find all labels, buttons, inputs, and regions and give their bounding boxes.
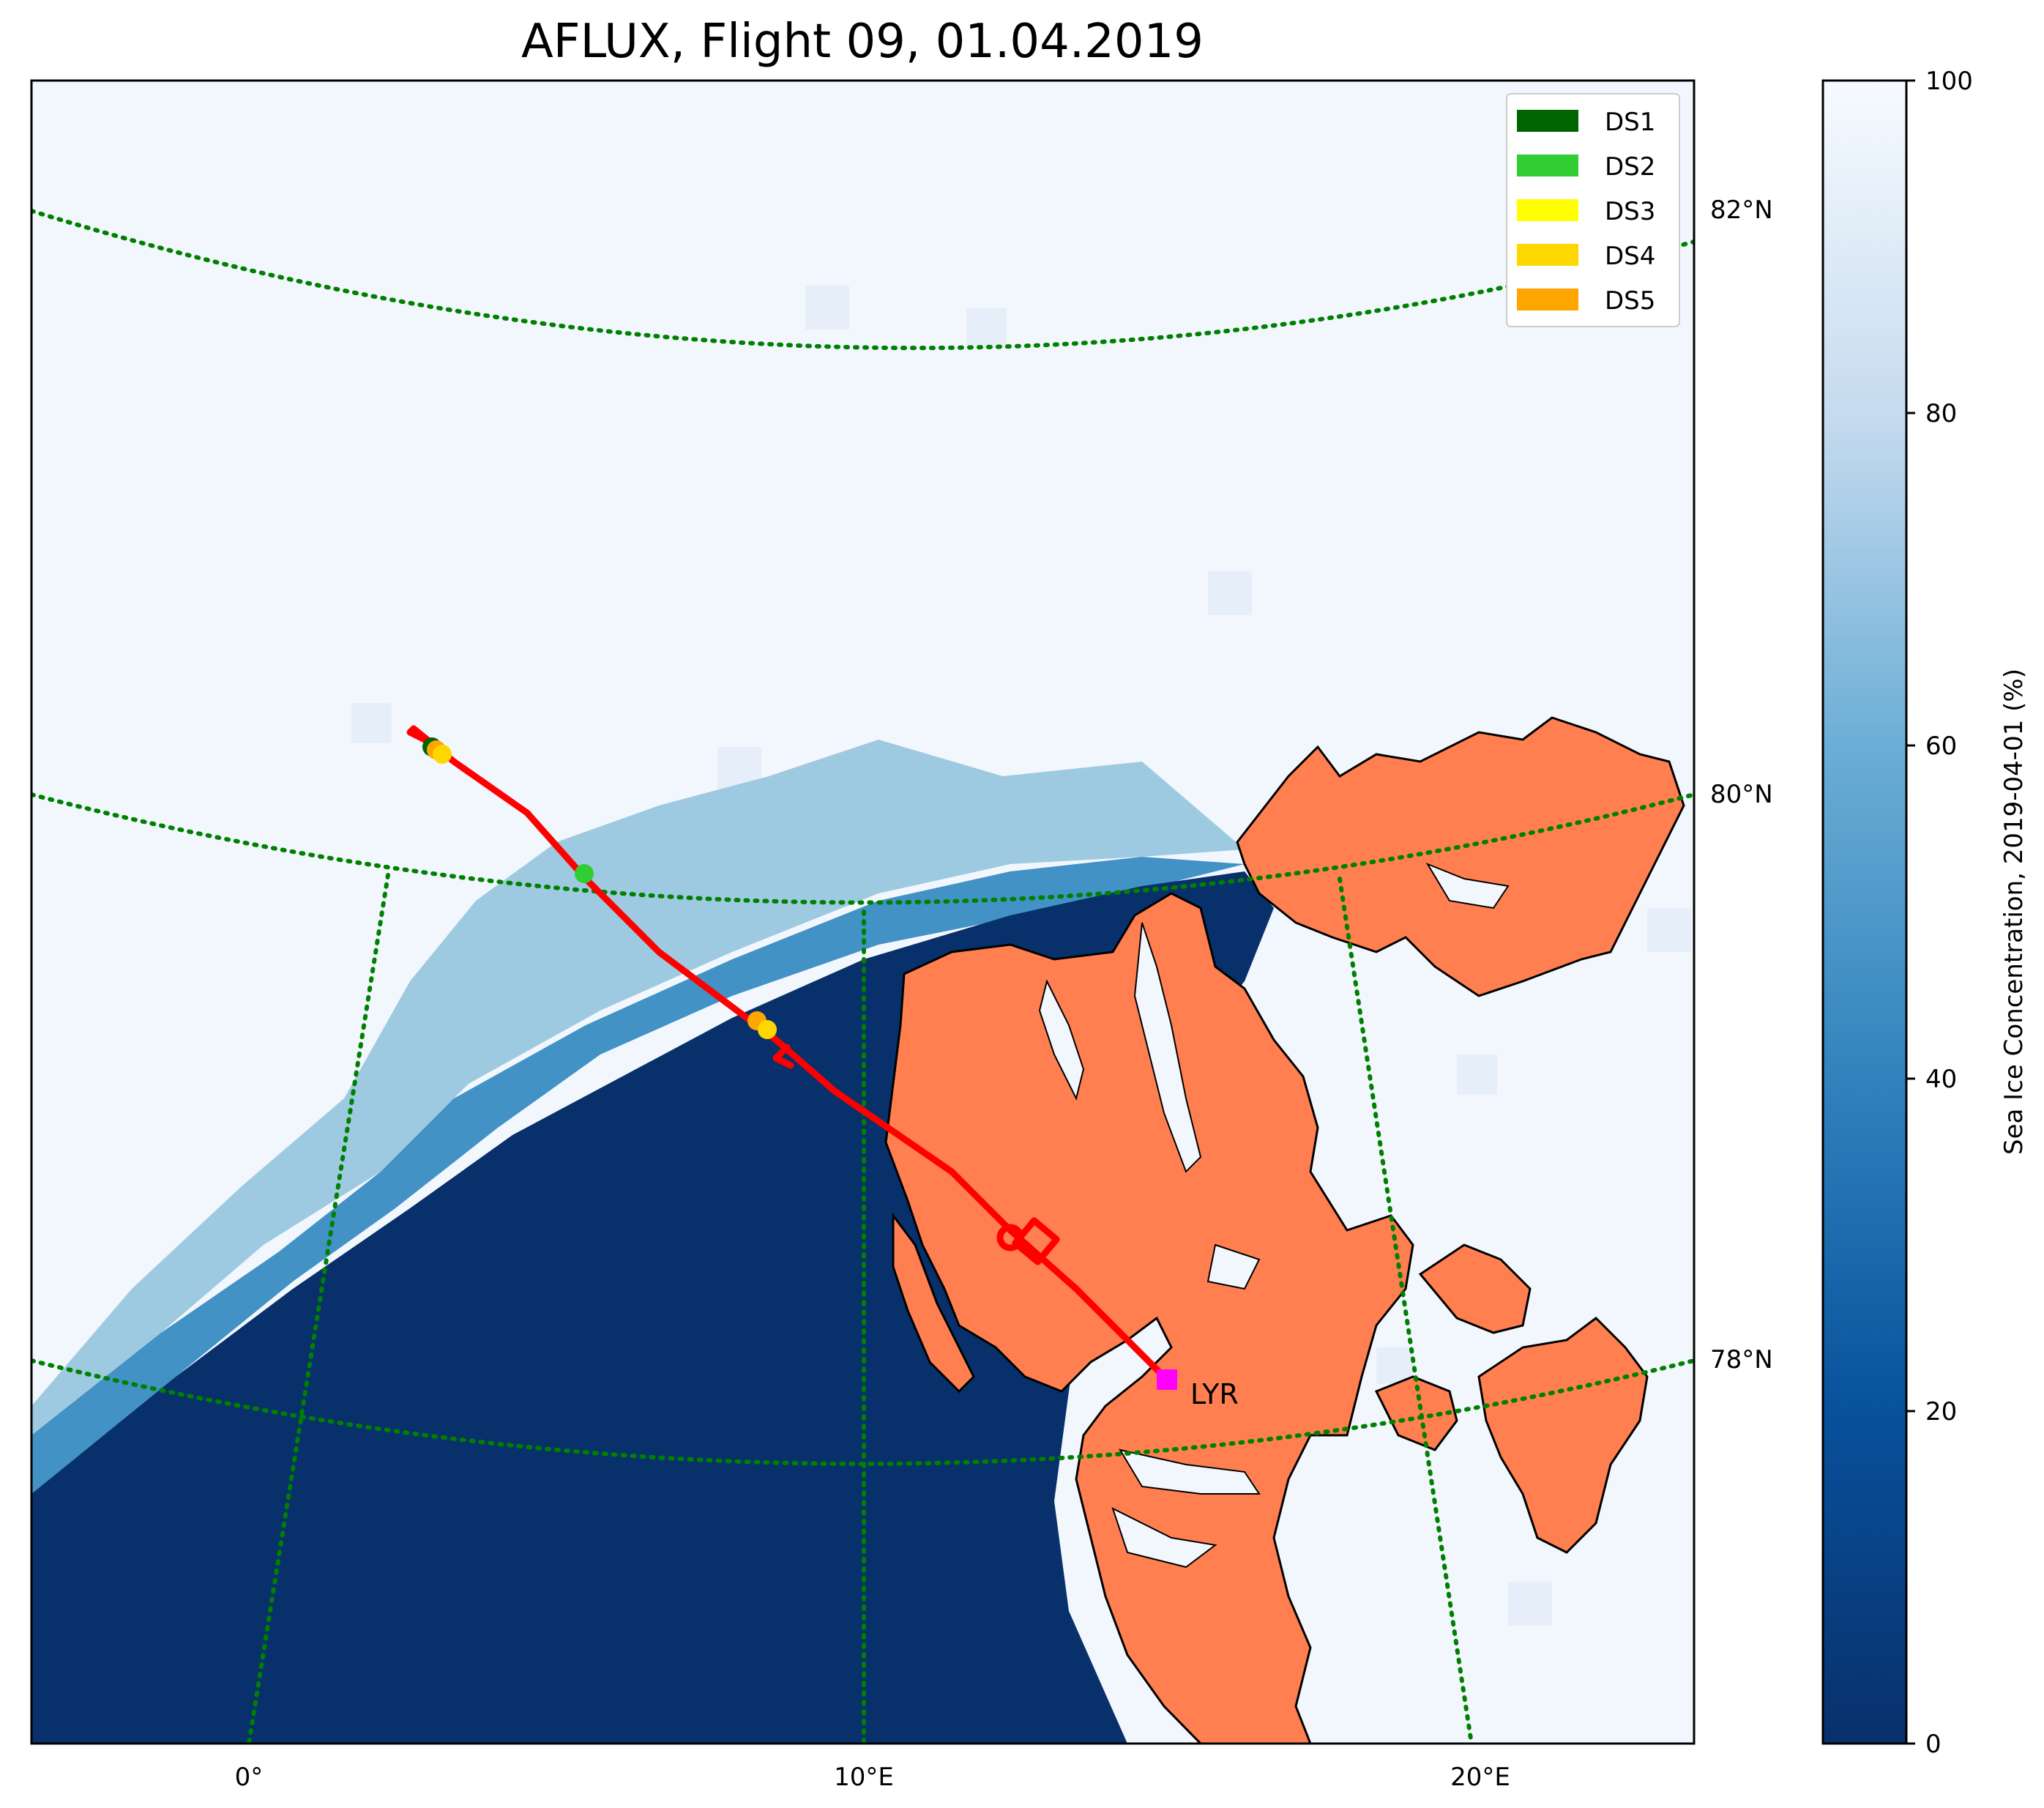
marginal-ice-zone [31, 740, 1245, 1435]
prins-karls-forland [892, 1212, 975, 1394]
legend-label-ds1: DS1 [1605, 108, 1655, 137]
legend-label-ds2: DS2 [1605, 152, 1655, 182]
legend-swatch-ds2 [1517, 155, 1578, 176]
airport-label: LYR [1190, 1378, 1239, 1410]
map-frame [30, 79, 1696, 1745]
colorbar-tick-0: 0 [1925, 1730, 1942, 1759]
meridian-0 [247, 873, 390, 1744]
ds4-marker-2 [758, 1020, 777, 1039]
lat-label-80n: 80°N [1710, 780, 1773, 809]
flight-track [406, 725, 1171, 1384]
flight-loop [1012, 1217, 1060, 1265]
airport-marker [1157, 1369, 1177, 1390]
colorbar: 0 20 40 60 80 100 Sea Ice Concentration,… [1821, 67, 2029, 1759]
dropsonde-markers [422, 737, 777, 1039]
ds4-marker [433, 745, 452, 764]
meridian-20e [1338, 877, 1474, 1744]
lat-label-78n: 78°N [1710, 1345, 1773, 1374]
parallel-82n [31, 209, 1694, 351]
lon-label-10e: 10°E [834, 1763, 894, 1792]
colorbar-tick-100: 100 [1925, 67, 1973, 96]
sea-ice-texture [351, 286, 1691, 1626]
graticule [31, 209, 1694, 1744]
colorbar-tick-60: 60 [1925, 732, 1957, 761]
colorbar-tick-80: 80 [1925, 399, 1957, 428]
colorbar-label: Sea Ice Concentration, 2019-04-01 (%) [1999, 669, 2029, 1155]
legend-label-ds4: DS4 [1605, 242, 1655, 271]
fjords [1038, 862, 1510, 1569]
map-title: AFLUX, Flight 09, 01.04.2019 [521, 15, 1204, 69]
map-panel: LYR [31, 81, 1694, 1744]
colorbar-tick-20: 20 [1925, 1397, 1957, 1426]
lat-label-82n: 82°N [1710, 196, 1773, 225]
lon-label-0: 0° [235, 1763, 264, 1792]
legend: DS1 DS2 DS3 DS4 DS5 [1506, 93, 1680, 327]
lon-label-20e: 20°E [1450, 1763, 1510, 1792]
barentsoya [1374, 1375, 1458, 1451]
legend-box [1506, 93, 1680, 327]
colorbar-gradient [1821, 79, 1908, 1745]
legend-swatch-ds3 [1517, 199, 1578, 221]
kvitoya-region [1418, 1243, 1532, 1334]
legend-label-ds5: DS5 [1605, 286, 1655, 316]
colorbar-ticks [1906, 79, 1915, 1745]
edgeoya [1477, 1317, 1649, 1554]
legend-swatch-ds1 [1517, 110, 1578, 132]
spitsbergen [884, 892, 1414, 1744]
ds2-marker [575, 864, 594, 883]
legend-swatch-ds5 [1517, 289, 1578, 310]
colorbar-tick-40: 40 [1925, 1065, 1957, 1094]
legend-label-ds3: DS3 [1605, 197, 1655, 226]
legend-swatch-ds4 [1517, 244, 1578, 266]
parallel-80n [31, 792, 1694, 905]
